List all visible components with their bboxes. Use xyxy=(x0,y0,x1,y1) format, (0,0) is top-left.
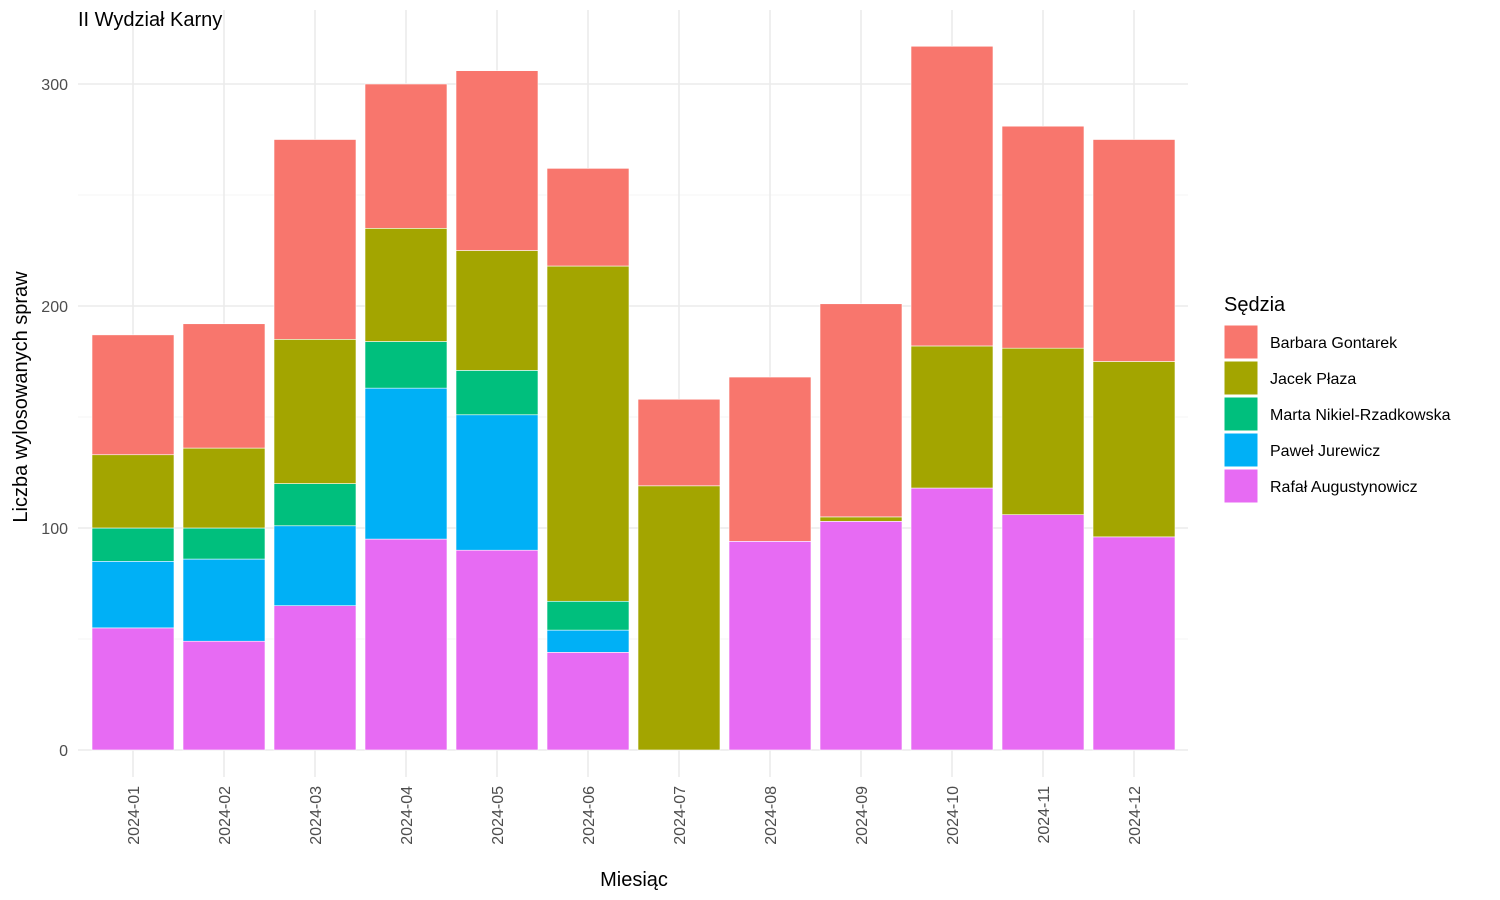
bar-segment xyxy=(1001,347,1085,515)
bar-segment xyxy=(546,652,630,751)
bar-segment xyxy=(273,525,357,607)
x-tick-label: 2024-05 xyxy=(490,786,507,845)
bar-segment xyxy=(1092,139,1176,362)
bar-segment xyxy=(91,627,175,751)
bars xyxy=(91,45,1176,751)
bar-segment xyxy=(728,541,812,751)
x-tick-label: 2024-01 xyxy=(126,786,143,845)
bar-segment xyxy=(637,485,721,751)
bar-segment xyxy=(364,228,448,342)
bar-segment xyxy=(546,168,630,267)
legend-key xyxy=(1223,468,1259,504)
x-tick-label: 2024-06 xyxy=(581,786,598,845)
bar-segment xyxy=(1092,536,1176,751)
legend-title: Sędzia xyxy=(1224,294,1286,316)
bar-segment xyxy=(1001,125,1085,349)
bar-segment xyxy=(728,376,812,542)
bar-segment xyxy=(91,560,175,629)
bar-segment xyxy=(273,139,357,340)
x-tick-label: 2024-11 xyxy=(1036,786,1053,844)
x-tick-label: 2024-07 xyxy=(672,786,689,845)
bar-segment xyxy=(455,370,539,416)
bar-segment xyxy=(1001,514,1085,751)
legend-label: Barbara Gontarek xyxy=(1270,335,1398,352)
x-axis-title: Miesiąc xyxy=(600,869,668,891)
bar-segment xyxy=(455,70,539,251)
x-tick-label: 2024-09 xyxy=(854,786,871,845)
bar-segment xyxy=(364,538,448,751)
bar-segment xyxy=(364,387,448,540)
bar-segment xyxy=(182,527,266,560)
bar-segment xyxy=(273,605,357,751)
bar-segment xyxy=(182,447,266,529)
x-tick-label: 2024-04 xyxy=(399,786,416,845)
x-axis-ticks: 2024-01 2024-02 2024-03 2024-04 2024-05 2024-… xyxy=(126,786,1144,845)
bar-segment xyxy=(546,265,630,602)
x-tick-label: 2024-03 xyxy=(308,786,325,845)
x-tick-label: 2024-12 xyxy=(1127,786,1144,845)
bar-segment xyxy=(182,558,266,642)
bar-segment xyxy=(91,454,175,529)
bar-segment xyxy=(455,250,539,371)
legend-label: Paweł Jurewicz xyxy=(1270,443,1380,460)
bar-segment xyxy=(455,414,539,551)
x-tick-label: 2024-08 xyxy=(763,786,780,845)
bar-segment xyxy=(273,483,357,527)
bar-segment xyxy=(364,341,448,389)
y-tick-label: 100 xyxy=(41,521,68,538)
bar-segment xyxy=(819,516,903,522)
legend: Sędzia Barbara Gontarek Jacek Płaza Marta … xyxy=(1223,294,1451,504)
y-axis-ticks: 0 100 200 300 xyxy=(41,77,68,760)
bar-segment xyxy=(182,640,266,751)
bar-segment xyxy=(546,629,630,653)
legend-label: Jacek Płaza xyxy=(1270,371,1356,388)
bar-segment xyxy=(91,334,175,456)
y-axis-title: Liczba wylosowanych spraw xyxy=(10,271,32,523)
bar-segment xyxy=(455,549,539,751)
y-tick-label: 300 xyxy=(41,77,68,94)
bar-segment xyxy=(182,323,266,449)
legend-label: Marta Nikiel-Rzadkowska xyxy=(1270,407,1451,424)
bar-segment xyxy=(273,338,357,484)
bar-segment xyxy=(819,521,903,751)
bar-segment xyxy=(546,600,630,631)
y-tick-label: 0 xyxy=(59,743,68,760)
bar-segment xyxy=(910,487,994,751)
bar-segment xyxy=(91,527,175,562)
legend-label: Rafał Augustynowicz xyxy=(1270,479,1418,496)
bar-segment xyxy=(819,303,903,518)
legend-key xyxy=(1223,396,1259,432)
bar-segment xyxy=(910,345,994,489)
chart-title: II Wydział Karny xyxy=(78,9,222,31)
legend-key xyxy=(1223,324,1259,360)
legend-key xyxy=(1223,432,1259,468)
bar-segment xyxy=(1092,361,1176,538)
x-tick-label: 2024-02 xyxy=(217,786,234,845)
bar-segment xyxy=(637,398,721,487)
bar-segment xyxy=(364,83,448,229)
x-tick-label: 2024-10 xyxy=(945,786,962,845)
y-tick-label: 200 xyxy=(41,299,68,316)
legend-key xyxy=(1223,360,1259,396)
bar-segment xyxy=(910,45,994,347)
